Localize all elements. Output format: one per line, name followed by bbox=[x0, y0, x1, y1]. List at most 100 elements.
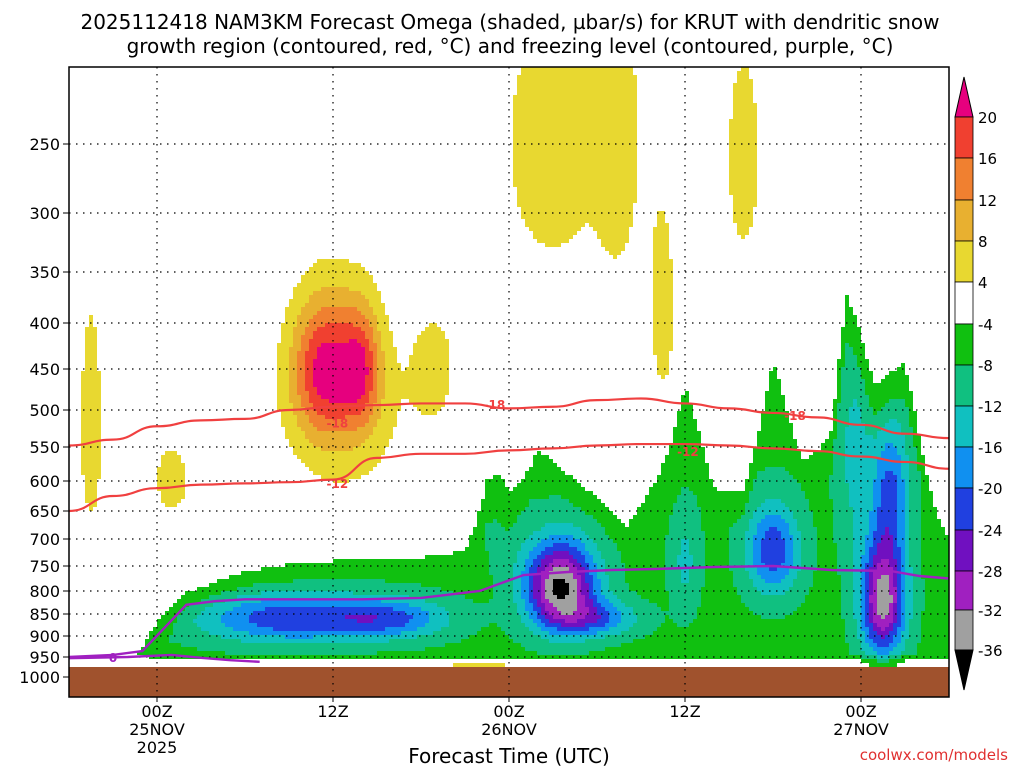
omega-cell bbox=[537, 623, 545, 627]
omega-cell bbox=[869, 579, 873, 583]
omega-cell bbox=[889, 579, 893, 583]
x-tick-date: 27NOV bbox=[833, 720, 889, 739]
omega-cell bbox=[749, 475, 757, 479]
omega-cell bbox=[761, 503, 785, 507]
omega-cell bbox=[837, 383, 841, 387]
omega-cell bbox=[645, 495, 677, 499]
omega-cell bbox=[925, 591, 949, 595]
omega-cell bbox=[521, 211, 633, 215]
omega-cell bbox=[781, 535, 793, 539]
omega-cell bbox=[529, 499, 569, 503]
omega-cell bbox=[309, 415, 325, 419]
omega-cell bbox=[385, 363, 401, 367]
omega-cell bbox=[573, 535, 589, 539]
x-tick-label: 00Z bbox=[141, 702, 172, 721]
omega-cell bbox=[369, 343, 377, 347]
omega-cell bbox=[365, 315, 377, 319]
omega-cell bbox=[593, 579, 601, 583]
omega-cell bbox=[909, 491, 921, 495]
omega-cell bbox=[413, 615, 429, 619]
omega-cell bbox=[893, 623, 901, 627]
omega-cell bbox=[589, 571, 597, 575]
omega-cell bbox=[429, 323, 437, 327]
omega-cell bbox=[861, 371, 873, 375]
omega-cell bbox=[541, 527, 581, 531]
credit-link[interactable]: coolwx.com/models bbox=[860, 746, 1008, 764]
omega-cell bbox=[593, 599, 597, 603]
omega-cell bbox=[913, 595, 925, 599]
omega-cell bbox=[573, 523, 601, 527]
omega-cell bbox=[901, 427, 913, 431]
omega-cell bbox=[661, 467, 709, 471]
omega-cell bbox=[925, 599, 949, 603]
omega-cell bbox=[833, 511, 853, 515]
omega-cell bbox=[545, 583, 553, 587]
omega-cell bbox=[297, 375, 305, 379]
omega-cell bbox=[673, 439, 701, 443]
omega-cell bbox=[845, 363, 857, 367]
omega-cell bbox=[833, 523, 853, 527]
omega-cell bbox=[729, 535, 745, 539]
y-tick-label: 650 bbox=[29, 502, 60, 521]
omega-cell bbox=[873, 407, 881, 411]
omega-cell bbox=[881, 487, 897, 491]
omega-cell bbox=[273, 627, 385, 631]
omega-cell bbox=[873, 539, 881, 543]
omega-cell bbox=[637, 591, 669, 595]
omega-cell bbox=[633, 623, 661, 627]
omega-cell bbox=[829, 431, 837, 435]
omega-cell bbox=[705, 583, 733, 587]
omega-cell bbox=[517, 87, 637, 91]
omega-cell bbox=[585, 579, 593, 583]
omega-cell bbox=[733, 99, 753, 103]
omega-cell bbox=[681, 399, 689, 403]
omega-cell bbox=[293, 327, 305, 331]
omega-cell bbox=[869, 627, 873, 631]
omega-cell bbox=[845, 431, 865, 435]
omega-cell bbox=[545, 615, 553, 619]
omega-cell bbox=[745, 603, 801, 607]
omega-cell bbox=[525, 559, 533, 563]
omega-cell bbox=[705, 531, 729, 535]
omega-cell bbox=[885, 423, 901, 427]
omega-cell bbox=[553, 603, 577, 607]
omega-cell bbox=[641, 503, 673, 507]
omega-cell bbox=[801, 535, 817, 539]
omega-cell bbox=[577, 587, 581, 591]
omega-cell bbox=[313, 315, 365, 319]
omega-cell bbox=[921, 539, 949, 543]
omega-cell bbox=[917, 463, 925, 467]
omega-cell bbox=[917, 651, 949, 655]
omega-cell bbox=[281, 339, 293, 343]
omega-cell bbox=[653, 351, 669, 355]
omega-cell bbox=[201, 611, 225, 615]
omega-cell bbox=[761, 555, 785, 559]
omega-cell bbox=[285, 427, 301, 431]
omega-cell bbox=[877, 435, 905, 439]
y-axis: 2503003504004505005506006507007508008509… bbox=[19, 135, 69, 687]
omega-cell bbox=[377, 347, 381, 351]
omega-cell bbox=[837, 391, 841, 395]
omega-cell bbox=[877, 595, 893, 599]
omega-cell bbox=[853, 519, 869, 523]
omega-cell bbox=[869, 631, 877, 635]
omega-cell bbox=[81, 383, 101, 387]
omega-cell bbox=[837, 411, 849, 415]
omega-cell bbox=[605, 531, 669, 535]
omega-cell bbox=[529, 599, 537, 603]
omega-cell bbox=[289, 299, 309, 303]
omega-cell bbox=[801, 543, 817, 547]
omega-cell bbox=[849, 483, 873, 487]
omega-cell bbox=[917, 643, 949, 647]
omega-cell bbox=[513, 183, 637, 187]
omega-cell bbox=[325, 323, 353, 327]
omega-cell bbox=[897, 619, 901, 623]
omega-cell bbox=[297, 351, 305, 355]
omega-cell bbox=[513, 563, 525, 567]
omega-cell bbox=[81, 427, 101, 431]
omega-cell bbox=[629, 627, 657, 631]
omega-cell bbox=[513, 143, 637, 147]
omega-cell bbox=[877, 659, 889, 663]
omega-cell bbox=[81, 395, 101, 399]
omega-cell bbox=[521, 595, 529, 599]
